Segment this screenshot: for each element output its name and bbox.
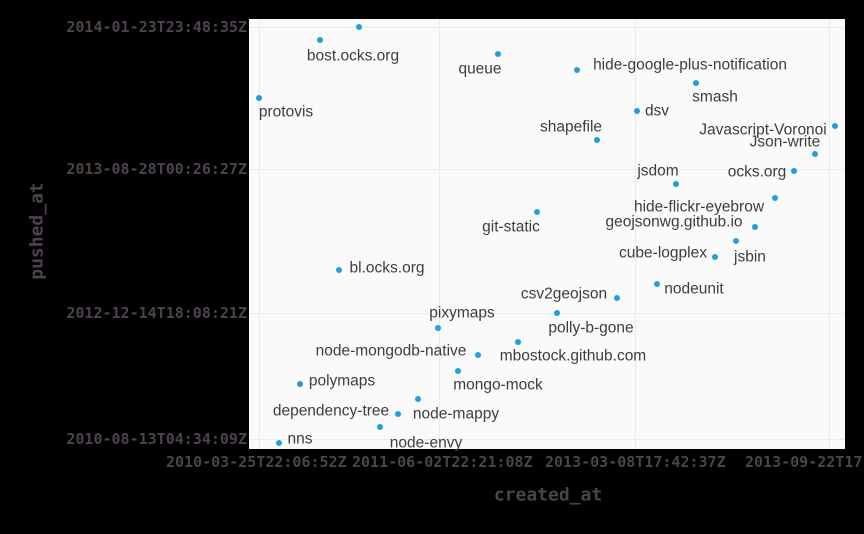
x-tick-label: 2013-03-08T17:42:37Z <box>545 453 726 471</box>
y-gridline <box>249 313 845 314</box>
data-point-dot <box>812 151 818 157</box>
data-point-dot <box>634 108 640 114</box>
data-point-dot <box>712 254 718 260</box>
y-axis-title: pushed_at <box>26 182 48 280</box>
data-point-dot <box>356 24 362 30</box>
x-gridline <box>259 19 260 449</box>
data-point-label: Json-write <box>749 133 821 151</box>
x-gridline <box>829 19 830 449</box>
data-point-dot <box>256 95 262 101</box>
data-point-label: node-mongodb-native <box>315 342 467 360</box>
data-point-label: Javascript-Voronoi <box>699 121 827 139</box>
data-point-label: protovis <box>258 103 314 121</box>
data-point-label: dependency-tree <box>272 402 390 420</box>
data-point-label: shapefile <box>539 118 603 136</box>
x-tick-label: 2013-09-22T17 <box>745 453 863 471</box>
data-point-dot <box>752 224 758 230</box>
data-point-dot <box>654 281 660 287</box>
x-gridline <box>439 19 440 449</box>
data-point-dot <box>276 440 282 446</box>
data-point-dot <box>832 123 838 129</box>
plot-area: bost.ocks.org queue hide-google-plus-notif… <box>249 19 845 452</box>
data-point-dot <box>336 267 342 273</box>
data-point-dot <box>574 67 580 73</box>
data-point-label: node-mappy <box>412 405 500 423</box>
data-point-dot <box>395 411 401 417</box>
data-point-label: nodeunit <box>664 280 724 298</box>
data-point-dot <box>495 51 501 57</box>
data-point-dot <box>733 238 739 244</box>
data-point-label: ocks.org <box>727 163 787 181</box>
y-gridline <box>249 439 845 440</box>
data-point-label: smash <box>692 88 738 106</box>
data-point-label: git-static <box>482 218 540 236</box>
data-point-label: jsdom <box>637 162 679 180</box>
data-point-label: cube-logplex <box>619 244 707 262</box>
data-point-dot <box>297 381 303 387</box>
data-point-label: polly-b-gone <box>548 319 634 337</box>
data-point-label: csv2geojson <box>520 285 608 303</box>
data-point-dot <box>534 209 540 215</box>
data-point-label: bost.ocks.org <box>306 47 400 65</box>
x-axis-title: created_at <box>493 484 603 506</box>
data-point-dot <box>693 80 699 86</box>
data-point-dot <box>791 168 797 174</box>
y-gridline <box>249 27 845 28</box>
x-tick-label: 2011-06-02T22:21:08Z <box>352 453 533 471</box>
data-point-dot <box>614 295 620 301</box>
data-point-dot <box>554 310 560 316</box>
x-gridline <box>635 19 636 449</box>
data-point-label: node-envy <box>389 434 463 452</box>
data-point-label: pixymaps <box>429 304 495 322</box>
data-point-dot <box>415 396 421 402</box>
data-point-dot <box>435 325 441 331</box>
y-tick-label: 2012-12-14T18:08:21Z <box>66 304 247 322</box>
data-point-label: mbostock.github.com <box>499 347 647 365</box>
data-point-dot <box>475 352 481 358</box>
data-point-label: mongo-mock <box>453 376 543 394</box>
data-point-dot <box>317 37 323 43</box>
y-tick-label: 2010-08-13T04:34:09Z <box>66 430 247 448</box>
y-gridline <box>249 169 845 170</box>
data-point-label: geojsonwg.github.io <box>605 213 743 231</box>
data-point-label: jsbin <box>734 248 766 266</box>
data-point-dot <box>673 181 679 187</box>
y-tick-label: 2014-01-23T23:48:35Z <box>66 18 247 36</box>
data-point-label: polymaps <box>308 372 376 390</box>
data-point-label: nns <box>287 430 313 448</box>
data-point-label: queue <box>458 60 502 78</box>
data-point-label: hide-flickr-eyebrow <box>633 198 765 216</box>
data-point-label: hide-google-plus-notification <box>593 56 787 74</box>
data-point-dot <box>594 137 600 143</box>
data-point-dot <box>455 368 461 374</box>
data-point-label: bl.ocks.org <box>349 259 425 277</box>
data-point-dot <box>515 339 521 345</box>
data-point-label: dsv <box>644 102 670 120</box>
y-tick-label: 2013-08-28T00:26:27Z <box>66 160 247 178</box>
x-tick-label: 2010-03-25T22:06:52Z <box>166 453 347 471</box>
data-point-dot <box>772 195 778 201</box>
data-point-dot <box>377 424 383 430</box>
